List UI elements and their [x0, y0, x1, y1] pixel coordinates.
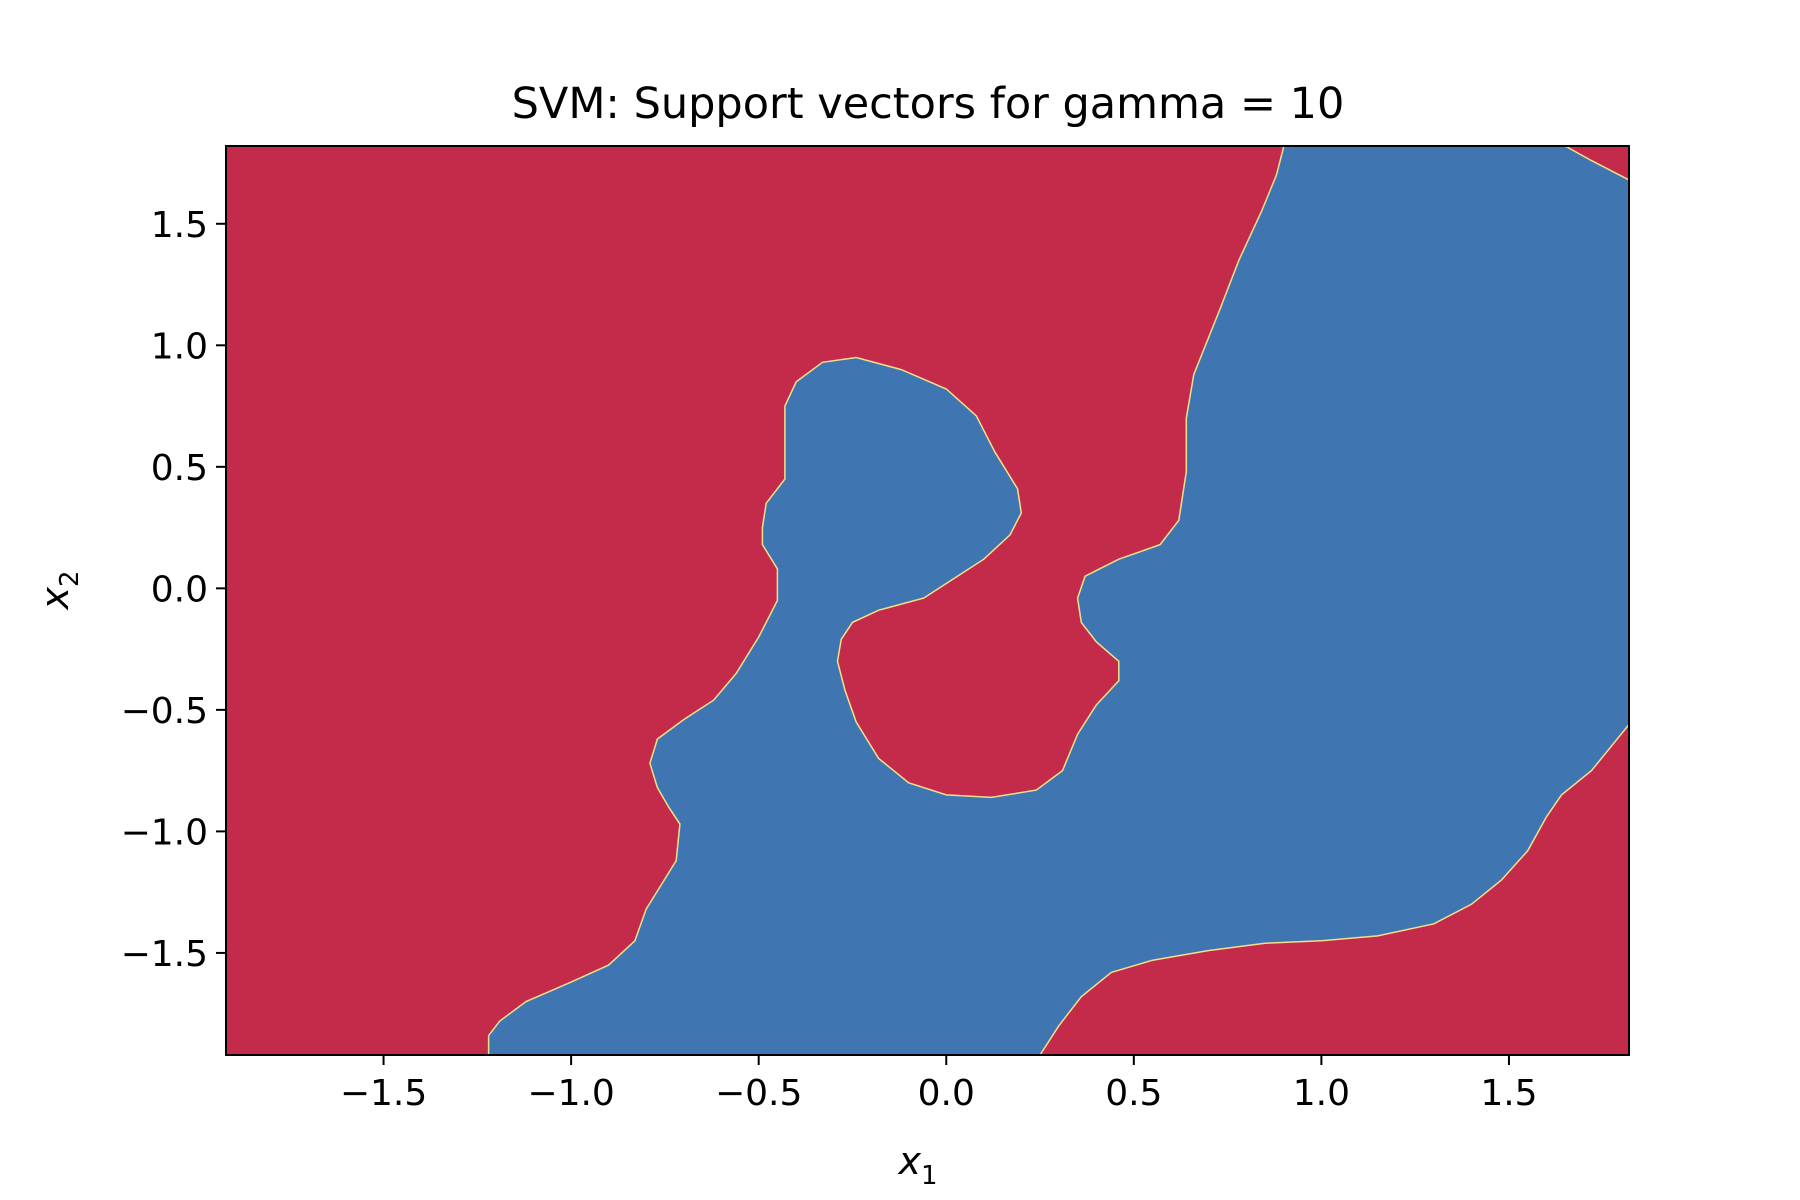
x-tick-label: 0.5 [1105, 1073, 1162, 1114]
plot-area [225, 145, 1630, 1056]
y-tick-label: 0.0 [151, 569, 208, 610]
y-tick-label: −1.5 [121, 934, 208, 975]
x-tick-label: −1.0 [527, 1073, 614, 1114]
x-axis-label: x1 [897, 1139, 937, 1191]
x-tick-label: 1.0 [1293, 1073, 1350, 1114]
x-axis: −1.5 −1.0 −0.5 0.0 0.5 1.0 1.5 [340, 1055, 1538, 1114]
y-tick-label: −1.0 [121, 812, 208, 853]
x-tick-label: −0.5 [715, 1073, 802, 1114]
x-tick-label: −1.5 [340, 1073, 427, 1114]
y-tick-label: 0.5 [151, 448, 208, 489]
x-tick-label: 0.0 [918, 1073, 975, 1114]
y-axis: −1.5 −1.0 −0.5 0.0 0.5 1.0 1.5 [121, 205, 226, 975]
decision-regions [487, 145, 1630, 1056]
y-tick-label: 1.0 [151, 326, 208, 367]
chart-title: SVM: Support vectors for gamma = 10 [512, 79, 1345, 129]
y-tick-label: 1.5 [151, 205, 208, 246]
axes-frame [225, 145, 1630, 1056]
class-positive-region-0 [487, 145, 1630, 1056]
y-axis-label: x2 [33, 570, 85, 610]
y-tick-label: −0.5 [121, 691, 208, 732]
x-tick-label: 1.5 [1480, 1073, 1537, 1114]
